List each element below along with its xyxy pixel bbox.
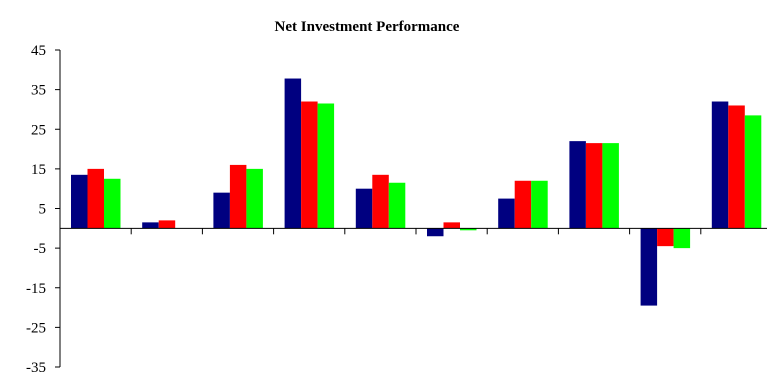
bar bbox=[388, 182, 406, 229]
bar bbox=[711, 101, 729, 229]
y-tick-label: -25 bbox=[26, 320, 46, 336]
bar bbox=[87, 168, 104, 229]
y-tick-label: 25 bbox=[31, 122, 46, 138]
bar bbox=[355, 188, 373, 229]
bar bbox=[301, 101, 318, 229]
y-tick-label: -35 bbox=[26, 360, 46, 372]
bar bbox=[229, 164, 247, 229]
bar bbox=[460, 228, 477, 231]
bar bbox=[640, 228, 658, 306]
bar bbox=[158, 220, 176, 229]
bar bbox=[104, 178, 121, 229]
bar bbox=[744, 115, 762, 229]
y-tick-label: -15 bbox=[26, 281, 46, 297]
bar bbox=[728, 105, 745, 229]
bar bbox=[142, 222, 159, 229]
bar bbox=[372, 174, 389, 229]
bar bbox=[531, 180, 548, 229]
bar bbox=[602, 143, 619, 229]
bar bbox=[673, 228, 691, 249]
y-axis: 45 35 25 15 5 -5 -15 -25 -35 bbox=[26, 43, 61, 372]
bar bbox=[514, 180, 532, 229]
bar bbox=[569, 141, 586, 229]
bar bbox=[585, 143, 603, 229]
bar bbox=[498, 198, 515, 229]
bar bbox=[317, 103, 335, 229]
bar bbox=[284, 78, 302, 229]
bar bbox=[246, 168, 263, 229]
chart-title: Net Investment Performance bbox=[275, 19, 460, 35]
bar bbox=[443, 222, 460, 229]
bars bbox=[71, 78, 762, 306]
bar bbox=[427, 228, 444, 237]
bar bbox=[657, 228, 674, 247]
y-tick-label: 35 bbox=[31, 83, 46, 99]
x-axis bbox=[60, 227, 767, 235]
y-tick-label: 15 bbox=[31, 162, 46, 178]
bar bbox=[71, 174, 88, 229]
y-tick-label: 5 bbox=[39, 202, 47, 218]
y-tick-label: -5 bbox=[34, 241, 47, 257]
y-tick-label: 45 bbox=[31, 43, 46, 59]
bar bbox=[213, 192, 230, 229]
